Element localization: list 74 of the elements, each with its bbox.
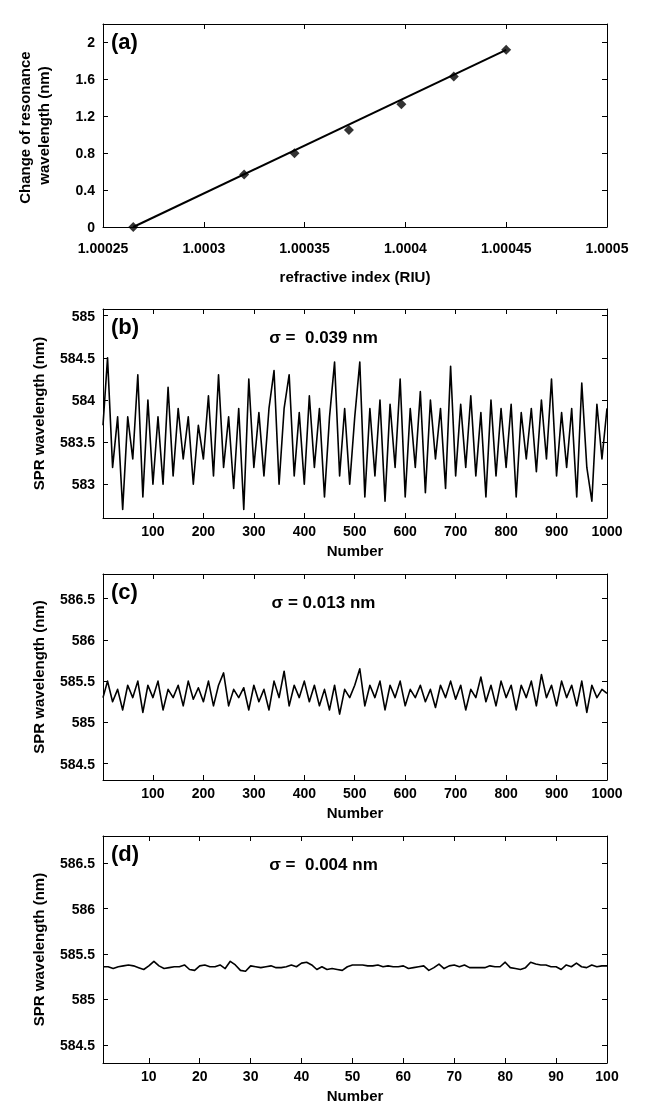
x-tick-label: 20 [191,1068,208,1084]
x-tick-label: 60 [395,1068,412,1084]
x-tick-label: 300 [242,523,266,539]
x-tick-label: 600 [393,523,418,539]
y-axis-title: SPR wavelength (nm) [29,872,47,1027]
y-tick-label: 583 [71,476,96,493]
x-tick-label: 1.00025 [77,240,129,256]
y-axis-title: Change of resonance wavelength (nm) [16,47,52,204]
x-axis-title: refractive index (RIU) [279,268,431,285]
x-tick-label: 1.0004 [383,240,428,256]
annotation: (c) [111,578,138,604]
x-tick-label: 100 [141,785,165,801]
y-tick-label: 2 [87,34,96,51]
annotation: σ = 0.039 nm [269,328,378,347]
y-tick-label: 586 [71,631,96,648]
x-tick-label: 10 [141,1068,157,1084]
x-tick-label: 1.00035 [279,240,331,256]
annotation: (a) [111,28,138,54]
x-tick-label: 900 [544,785,569,801]
y-tick-label: 584 [71,392,96,409]
y-tick-label: 585.5 [59,946,96,963]
x-tick-label: 80 [497,1068,514,1084]
x-tick-label: 900 [544,523,569,539]
x-tick-label: 1.0003 [182,240,226,256]
x-tick-label: 100 [141,523,165,539]
x-tick-label: 1.0005 [585,240,629,256]
y-tick-label: 1.6 [75,71,96,88]
x-tick-label: 700 [443,523,468,539]
point [396,99,407,110]
y-axis-title: SPR wavelength (nm) [29,600,47,754]
annotation: (d) [111,840,140,866]
x-tick-label: 400 [292,785,317,801]
y-tick-label: 0 [87,219,96,235]
x-tick-label: 90 [548,1068,565,1084]
x-tick-label: 70 [446,1068,463,1084]
x-tick-label: 700 [443,785,468,801]
y-tick-label: 0.8 [75,145,96,162]
y-tick-label: 583.5 [59,434,96,451]
x-tick-label: 400 [292,523,317,539]
x-tick-label: 200 [191,523,216,539]
x-tick-label: 500 [343,785,367,801]
y-tick-label: 1.2 [75,108,96,125]
y-tick-label: 585 [71,991,96,1008]
annotation: σ = 0.013 nm [271,593,376,612]
x-tick-label: 200 [191,785,216,801]
x-tick-label: 300 [242,785,266,801]
x-axis-title: Number [326,803,384,821]
x-tick-label: 800 [494,523,518,539]
y-tick-label: 586.5 [59,590,96,607]
x-tick-label: 1000 [591,523,623,539]
x-tick-label: 40 [293,1068,310,1084]
x-axis-title: Number [326,1086,384,1104]
y-tick-label: 584.5 [59,349,96,366]
y-tick-label: 0.4 [75,182,96,199]
y-tick-label: 585 [71,307,96,324]
x-tick-label: 500 [343,523,367,539]
x-tick-label: 50 [344,1068,361,1084]
x-tick-label: 800 [494,785,518,801]
x-tick-label: 1000 [591,785,623,801]
annotation: σ = 0.004 nm [269,855,378,874]
x-tick-label: 1.00045 [480,240,532,256]
x-axis-title: Number [326,541,384,559]
y-tick-label: 585.5 [59,673,96,690]
x-tick-label: 30 [242,1068,259,1084]
x-tick-label: 600 [393,785,418,801]
y-axis-title: SPR wavelength (nm) [29,336,47,491]
x-tick-label: 100 [595,1068,619,1084]
y-tick-label: 586 [71,900,96,917]
y-tick-label: 586.5 [59,855,96,872]
point [343,125,354,136]
y-tick-label: 584.5 [59,755,96,772]
y-tick-label: 585 [71,714,96,731]
annotation: (b) [111,313,140,339]
y-tick-label: 584.5 [59,1036,96,1053]
